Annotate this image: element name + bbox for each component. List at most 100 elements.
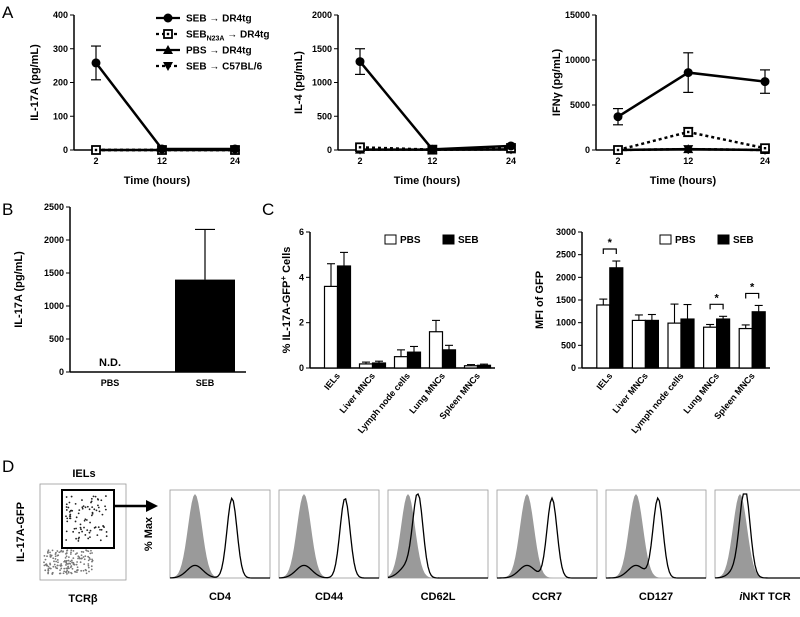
dot-event [102,525,104,527]
x-tick-label: 12 [427,156,437,166]
x-tick-label: 12 [157,156,167,166]
legend-swatch-0 [659,234,672,245]
dot-event [70,551,72,554]
bar-0-0 [323,285,339,369]
dot-event [65,506,68,508]
y-axis-label-main: % IL-17A-GFP [281,281,293,354]
x-tick-label: Lung MNCs [407,371,447,416]
dot-event [44,569,47,572]
y-axis-label: IFNγ (pg/mL) [551,49,563,117]
dot-event [97,506,100,509]
dot-event [44,558,47,561]
dot-event [63,570,66,573]
dot-event [83,558,86,561]
marker-label-4: CD127 [639,591,673,603]
y-axis-label: MFI of GFP [534,271,546,329]
x-tick-label: 2 [357,156,362,166]
legend-swatch-1 [717,234,730,245]
dot-event [73,527,76,530]
dot-event [74,570,76,573]
dot-event [67,556,70,559]
dot-event [90,568,93,571]
dot-x-label: TCRβ [68,593,98,605]
dot-event [94,526,97,529]
stain-hist-1 [278,497,379,579]
dot-event [59,569,61,572]
marker-prefix: i [739,591,743,603]
dot-event [65,515,67,518]
dot-event [59,572,62,575]
isotype-hist-0 [170,494,270,578]
legend-suffix: → DR4tg [224,30,269,41]
bar-1-3 [715,318,731,369]
data-point-s0-2 [230,144,240,154]
legend-marker-2 [163,45,173,54]
bar-1-0 [609,267,624,369]
dot-event [56,550,59,552]
y-tick-label: 15000 [565,10,590,20]
dot-event [89,521,91,524]
dot-event [69,566,72,569]
dot-event [105,535,108,538]
dot-event [90,549,92,552]
bar-0-1 [631,319,647,369]
y-tick-label: 2500 [44,202,64,212]
y-tick-label: 1000 [312,78,332,88]
dot-event [61,550,64,553]
dot-event [100,528,103,531]
x-axis-label: Time (hours) [650,175,717,187]
dot-event [96,534,99,536]
dot-event [46,555,48,558]
dot-event [90,565,93,568]
dot-event [87,537,90,540]
dot-event [69,553,72,555]
y-tick-label: 10000 [565,55,590,65]
bar-label-nd: N.D. [99,357,121,369]
dot-event [79,561,82,564]
dot-event [76,561,79,563]
marker-name: CD127 [639,591,673,603]
hist-y-label: % Max [143,516,155,551]
dot-event [60,563,63,565]
legend-swatch-1 [442,234,455,245]
legend-label-2: PBS → DR4tg [186,46,252,57]
panel-label-b: B [2,200,13,219]
dot-event [60,549,63,552]
dot-event [78,536,80,539]
legend-label-0: PBS [400,235,421,246]
bar-1-1 [371,362,387,369]
dot-event [88,556,91,559]
dot-event [68,515,71,518]
dot-event [54,558,57,560]
dot-event [97,504,99,507]
dot-event [47,569,50,572]
y-axis-label: IL-4 (pg/mL) [293,51,305,114]
dot-event [51,573,54,575]
dot-event [78,509,81,512]
dot-event [99,528,101,531]
y-axis-label-suffix: Cells [281,247,293,276]
legend-marker-0 [163,13,173,23]
bar-1-2 [406,351,422,369]
dot-event [62,572,65,575]
dot-event [84,555,87,558]
dot-event [60,567,63,570]
dot-event [65,562,68,565]
marker-name: CD4 [209,591,232,603]
dot-event [91,560,93,563]
legend-name: SEB → DR4tg [186,14,252,25]
bar-SEB [175,279,235,372]
dot-event [75,537,78,540]
dot-event [85,519,88,521]
dot-event [75,571,78,574]
y-axis-label: IL-17A (pg/mL) [29,44,41,121]
series-line-0 [359,60,512,151]
dot-event [74,502,77,505]
dot-event [89,536,91,539]
dot-event [66,549,69,552]
bar-0-0 [596,304,611,369]
dot-event [72,557,75,560]
data-point-s1-0-dot [358,146,362,149]
